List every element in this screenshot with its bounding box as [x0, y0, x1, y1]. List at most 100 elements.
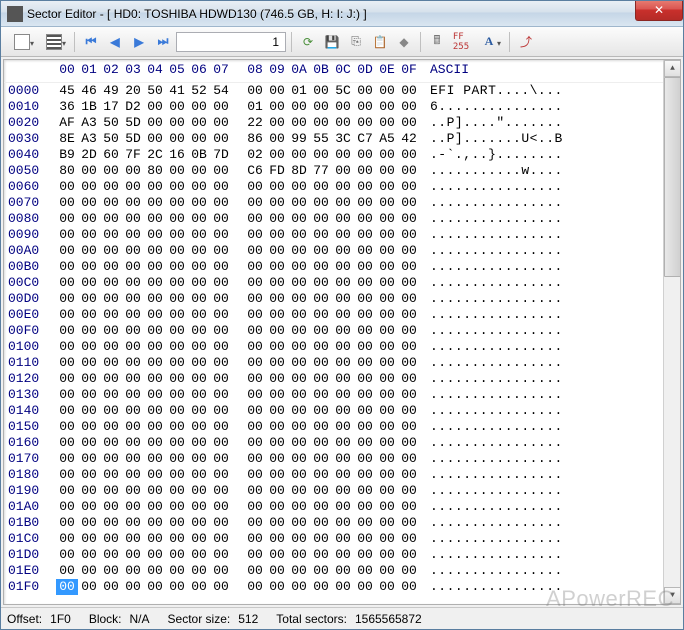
- hex-byte[interactable]: 00: [288, 435, 310, 451]
- hex-byte[interactable]: 00: [332, 147, 354, 163]
- hex-byte[interactable]: 45: [56, 83, 78, 99]
- hex-byte[interactable]: 00: [332, 275, 354, 291]
- hex-byte[interactable]: 00: [166, 163, 188, 179]
- hex-byte[interactable]: 00: [166, 259, 188, 275]
- hex-byte[interactable]: 50: [144, 83, 166, 99]
- hex-byte[interactable]: 00: [78, 163, 100, 179]
- hex-byte[interactable]: 00: [100, 211, 122, 227]
- hex-byte[interactable]: 00: [210, 195, 232, 211]
- hex-byte[interactable]: 00: [188, 579, 210, 595]
- hex-byte[interactable]: 00: [398, 435, 420, 451]
- hex-byte[interactable]: 00: [188, 163, 210, 179]
- hex-byte[interactable]: 7F: [122, 147, 144, 163]
- hex-byte[interactable]: 00: [332, 99, 354, 115]
- hex-row[interactable]: 008000000000000000000000000000000000....…: [4, 211, 680, 227]
- hex-byte[interactable]: 46: [78, 83, 100, 99]
- hex-byte[interactable]: 00: [332, 515, 354, 531]
- hex-byte[interactable]: 00: [376, 307, 398, 323]
- hex-byte[interactable]: 77: [310, 163, 332, 179]
- hex-byte[interactable]: 00: [100, 563, 122, 579]
- hex-row[interactable]: 00308EA3505D00000000860099553CC7A542..P]…: [4, 131, 680, 147]
- hex-byte[interactable]: 00: [332, 387, 354, 403]
- hex-row[interactable]: 00508000000080000000C6FD8D7700000000....…: [4, 163, 680, 179]
- hex-byte[interactable]: 00: [144, 387, 166, 403]
- hex-byte[interactable]: 00: [210, 579, 232, 595]
- hex-byte[interactable]: 00: [266, 531, 288, 547]
- hex-byte[interactable]: 00: [398, 419, 420, 435]
- hex-byte[interactable]: 00: [266, 499, 288, 515]
- hex-byte[interactable]: 00: [122, 403, 144, 419]
- ascii-cell[interactable]: 6...............: [420, 99, 563, 115]
- hex-byte[interactable]: 00: [354, 499, 376, 515]
- hex-byte[interactable]: 00: [266, 483, 288, 499]
- ascii-cell[interactable]: ................: [420, 259, 563, 275]
- hex-byte[interactable]: 49: [100, 83, 122, 99]
- hex-byte[interactable]: 00: [122, 163, 144, 179]
- hex-byte[interactable]: 00: [332, 307, 354, 323]
- hex-byte[interactable]: 00: [266, 355, 288, 371]
- hex-byte[interactable]: 00: [122, 547, 144, 563]
- hex-byte[interactable]: 00: [376, 387, 398, 403]
- hex-byte[interactable]: 00: [100, 531, 122, 547]
- ascii-cell[interactable]: ..P]....".......: [420, 115, 563, 131]
- hex-byte[interactable]: 00: [354, 211, 376, 227]
- hex-byte[interactable]: 00: [266, 115, 288, 131]
- hex-byte[interactable]: 00: [288, 483, 310, 499]
- hex-byte[interactable]: 00: [188, 547, 210, 563]
- hex-byte[interactable]: 00: [210, 211, 232, 227]
- hex-byte[interactable]: 00: [100, 451, 122, 467]
- hex-row[interactable]: 0040B92D607F2C160B7D0200000000000000.-`.…: [4, 147, 680, 163]
- hex-byte[interactable]: 42: [398, 131, 420, 147]
- hex-byte[interactable]: 00: [332, 227, 354, 243]
- hex-byte[interactable]: 00: [122, 387, 144, 403]
- hex-byte[interactable]: 00: [144, 291, 166, 307]
- hex-byte[interactable]: 00: [210, 531, 232, 547]
- hex-byte[interactable]: 00: [310, 83, 332, 99]
- hex-byte[interactable]: 00: [122, 227, 144, 243]
- ff-button[interactable]: FF255: [450, 31, 472, 53]
- hex-byte[interactable]: 00: [288, 451, 310, 467]
- hex-byte[interactable]: 00: [210, 115, 232, 131]
- hex-byte[interactable]: 00: [100, 291, 122, 307]
- hex-byte[interactable]: 00: [244, 435, 266, 451]
- hex-byte[interactable]: 00: [188, 291, 210, 307]
- hex-byte[interactable]: 00: [56, 179, 78, 195]
- hex-byte[interactable]: 0B: [188, 147, 210, 163]
- hex-byte[interactable]: 00: [78, 451, 100, 467]
- hex-byte[interactable]: 00: [332, 163, 354, 179]
- hex-byte[interactable]: 00: [332, 211, 354, 227]
- hex-byte[interactable]: 00: [144, 99, 166, 115]
- hex-byte[interactable]: 00: [210, 99, 232, 115]
- ascii-cell[interactable]: ................: [420, 195, 563, 211]
- hex-byte[interactable]: 00: [354, 179, 376, 195]
- hex-byte[interactable]: 00: [266, 563, 288, 579]
- hex-byte[interactable]: 00: [354, 515, 376, 531]
- hex-byte[interactable]: 00: [166, 435, 188, 451]
- hex-byte[interactable]: 00: [398, 147, 420, 163]
- hex-byte[interactable]: 00: [376, 467, 398, 483]
- hex-byte[interactable]: 00: [166, 451, 188, 467]
- hex-byte[interactable]: 00: [376, 403, 398, 419]
- hex-byte[interactable]: 00: [288, 387, 310, 403]
- hex-byte[interactable]: 00: [56, 499, 78, 515]
- hex-byte[interactable]: 00: [100, 403, 122, 419]
- hex-byte[interactable]: 00: [144, 371, 166, 387]
- hex-byte[interactable]: 00: [244, 275, 266, 291]
- last-sector-button[interactable]: ⏭: [152, 31, 174, 53]
- hex-byte[interactable]: 00: [210, 291, 232, 307]
- next-sector-button[interactable]: ▶: [128, 31, 150, 53]
- hex-byte[interactable]: 00: [188, 227, 210, 243]
- hex-byte[interactable]: 00: [398, 467, 420, 483]
- hex-byte[interactable]: 00: [266, 547, 288, 563]
- hex-byte[interactable]: 00: [376, 547, 398, 563]
- hex-byte[interactable]: 00: [144, 211, 166, 227]
- hex-byte[interactable]: 00: [288, 307, 310, 323]
- ascii-cell[interactable]: EFI PART....\...: [420, 83, 563, 99]
- hex-byte[interactable]: 00: [166, 195, 188, 211]
- hex-byte[interactable]: 00: [56, 339, 78, 355]
- hex-byte[interactable]: 00: [376, 195, 398, 211]
- hex-byte[interactable]: 00: [288, 403, 310, 419]
- hex-byte[interactable]: 00: [100, 179, 122, 195]
- hex-byte[interactable]: 00: [266, 211, 288, 227]
- hex-byte[interactable]: 00: [188, 531, 210, 547]
